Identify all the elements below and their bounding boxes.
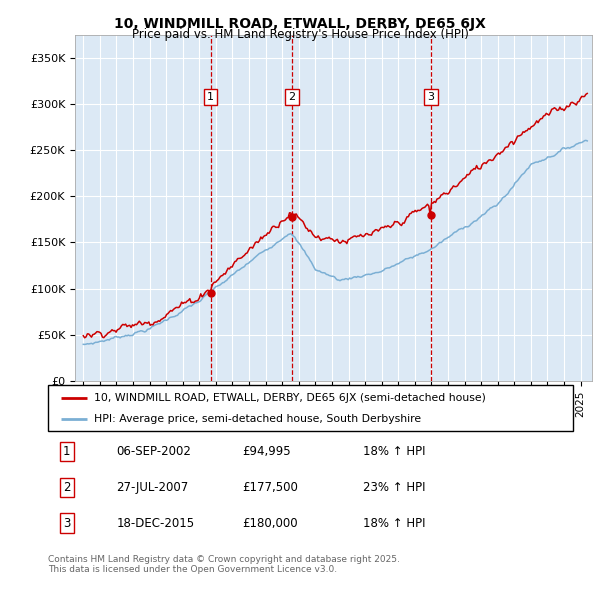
Text: 3: 3 — [427, 92, 434, 102]
Text: 27-JUL-2007: 27-JUL-2007 — [116, 481, 188, 494]
Text: 18-DEC-2015: 18-DEC-2015 — [116, 517, 194, 530]
Text: 3: 3 — [63, 517, 71, 530]
Text: £94,995: £94,995 — [242, 445, 291, 458]
Text: 18% ↑ HPI: 18% ↑ HPI — [363, 445, 425, 458]
Text: 06-SEP-2002: 06-SEP-2002 — [116, 445, 191, 458]
Text: 2: 2 — [288, 92, 295, 102]
Text: £177,500: £177,500 — [242, 481, 298, 494]
Text: HPI: Average price, semi-detached house, South Derbyshire: HPI: Average price, semi-detached house,… — [94, 414, 421, 424]
Text: 23% ↑ HPI: 23% ↑ HPI — [363, 481, 425, 494]
Text: 1: 1 — [63, 445, 71, 458]
Text: 18% ↑ HPI: 18% ↑ HPI — [363, 517, 425, 530]
Text: £180,000: £180,000 — [242, 517, 298, 530]
Text: Price paid vs. HM Land Registry's House Price Index (HPI): Price paid vs. HM Land Registry's House … — [131, 28, 469, 41]
Text: 1: 1 — [207, 92, 214, 102]
Text: Contains HM Land Registry data © Crown copyright and database right 2025.
This d: Contains HM Land Registry data © Crown c… — [48, 555, 400, 574]
Text: 10, WINDMILL ROAD, ETWALL, DERBY, DE65 6JX: 10, WINDMILL ROAD, ETWALL, DERBY, DE65 6… — [114, 17, 486, 31]
Text: 2: 2 — [63, 481, 71, 494]
Text: 10, WINDMILL ROAD, ETWALL, DERBY, DE65 6JX (semi-detached house): 10, WINDMILL ROAD, ETWALL, DERBY, DE65 6… — [94, 392, 486, 402]
